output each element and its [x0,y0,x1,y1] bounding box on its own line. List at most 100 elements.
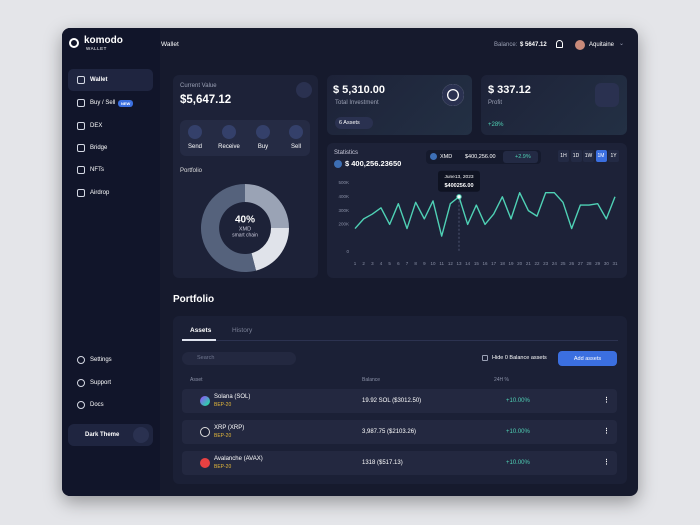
add-assets-button[interactable] [558,351,617,366]
action-icon[interactable] [188,125,202,139]
current-value: $5,647.12 [180,94,232,106]
asset-row[interactable] [182,389,617,413]
active-item-bg[interactable] [68,69,153,91]
x-tick-label: 31 [612,261,618,266]
coin-name[interactable]: XMD [440,154,453,160]
tab[interactable]: History [232,327,253,334]
theme-toggle[interactable] [68,424,153,446]
profit-change: +28% [488,122,504,128]
nav-item[interactable]: Bridge [90,145,108,151]
assets-pill[interactable] [335,117,373,129]
x-tick-label: 30 [604,261,610,266]
nav-icon[interactable] [77,166,85,174]
nav-item[interactable]: Settings [90,357,112,363]
nav-icon[interactable] [77,122,85,130]
nav-icon[interactable] [77,379,85,387]
tab[interactable]: Assets [190,327,212,334]
y-tick-label: 200K [338,222,349,227]
range-button[interactable]: 1Y [608,150,619,162]
user-name[interactable]: Aquitaine [589,42,615,48]
x-tick-label: 11 [439,261,444,266]
action-label[interactable]: Buy [257,144,269,150]
nav-badge[interactable]: NEW [118,99,134,107]
avatar[interactable] [575,40,585,50]
x-tick-label: 24 [552,261,558,266]
price-line [354,191,616,237]
x-tick-label: 12 [448,261,454,266]
nav-item[interactable]: Support [90,380,112,386]
action-label[interactable]: Receive [218,144,240,150]
tooltip-box [438,170,480,192]
nav-icon[interactable] [77,356,85,364]
nav-icon[interactable] [77,99,85,107]
current-value-label: Current Value [180,83,217,89]
donut-segment [200,184,256,272]
nav-icon[interactable] [77,76,85,84]
nav-item[interactable]: DEX [90,123,103,129]
range-button[interactable]: 1W [583,150,594,162]
moon-icon[interactable] [133,427,149,443]
action-label[interactable]: Sell [290,144,301,150]
asset-name: Avalanche (AVAX) [214,456,263,462]
highlight-point [456,194,462,200]
asset-balance: 19.92 SOL ($3012.50) [362,398,422,404]
asset-name: XRP (XRP) [214,425,245,431]
action-icon[interactable] [256,125,270,139]
x-tick-label: 16 [482,261,488,266]
coin-icon [334,160,342,168]
x-tick-label: 7 [406,261,409,266]
x-tick-label: 26 [569,261,575,266]
x-tick-label: 9 [423,261,426,266]
checkbox[interactable] [482,355,488,361]
x-tick-label: 29 [595,261,601,266]
nav-item[interactable]: Wallet [90,77,108,83]
column-header: Asset [190,377,203,383]
tab-underline [182,339,216,341]
coin-icon [200,396,210,406]
asset-row[interactable] [182,451,617,475]
donut-segment [251,228,289,271]
theme-label[interactable]: Dark Theme [85,432,120,438]
nav-item[interactable]: Airdrop [90,190,110,196]
asset-network: BEP-20 [214,433,232,439]
bell-icon[interactable] [556,40,563,48]
dollar-icon [442,84,464,106]
change-pill[interactable] [503,151,538,163]
profit-value: $ 337.12 [488,84,531,96]
assets-count[interactable]: 6 Assets [339,120,360,126]
logo-name: komodo [84,35,123,46]
range-button[interactable]: 1D [570,150,582,162]
user-chevron[interactable]: ⌄ [619,41,625,47]
range-button[interactable]: 1M [595,150,607,162]
nav-icon[interactable] [77,401,85,409]
nav-icon[interactable] [77,189,85,197]
asset-name: Solana (SOL) [214,394,251,400]
row-menu[interactable]: ⋮ [603,428,610,435]
range-button[interactable]: 1H [558,150,569,162]
search-placeholder[interactable]: Search [197,355,215,361]
nav-item[interactable]: NFTs [90,167,104,173]
x-tick-label: 22 [534,261,540,266]
actions-panel [180,120,310,156]
logo-icon [69,38,79,48]
action-label[interactable]: Send [187,144,202,150]
coin-price[interactable]: $400,256.00 [465,154,496,160]
hide-zero-label[interactable]: Hide 0 Balance assets [492,355,547,361]
y-tick-label: 0 [346,249,349,254]
action-icon[interactable] [289,125,303,139]
x-tick-label: 18 [500,261,506,266]
asset-row[interactable] [182,420,617,444]
coin-change[interactable]: +2.9% [515,154,531,160]
action-icon[interactable] [222,125,236,139]
row-menu[interactable]: ⋮ [603,459,610,466]
tab-divider [182,340,618,341]
balance-label: Balance: [494,42,518,48]
x-tick-label: 28 [586,261,592,266]
add-assets-label[interactable]: Add assets [573,356,602,362]
history-icon[interactable] [296,82,312,98]
nav-item[interactable]: Buy / Sell [90,100,116,106]
row-menu[interactable]: ⋮ [603,397,610,404]
search-box[interactable] [182,352,296,365]
nav-icon[interactable] [77,144,85,152]
nav-item[interactable]: Docs [90,402,104,408]
